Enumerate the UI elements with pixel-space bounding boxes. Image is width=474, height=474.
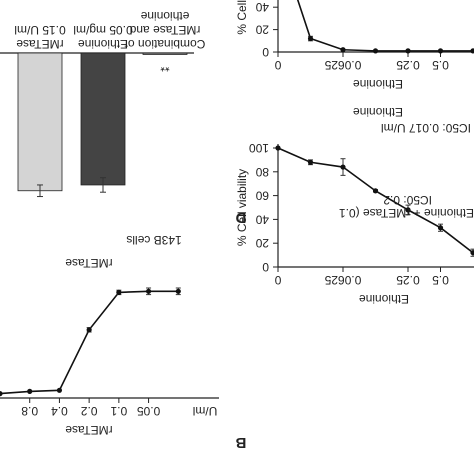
- bar-category-label-1-1: 0.05 mg/ml: [73, 23, 132, 37]
- panel-b-y-tick-label-4: 80: [255, 165, 269, 179]
- panel-a-cell-line: 143B cells: [126, 233, 181, 247]
- bar-category-label-0-1: 0.15 U/ml: [14, 23, 65, 37]
- panel-a-point-0: [175, 288, 181, 294]
- panel-d-y-tick-label-2: 40: [255, 0, 269, 14]
- panel-d-point-2: [340, 47, 346, 53]
- panel-b-point-2: [340, 164, 346, 170]
- panel-a-series-line: [0, 290, 179, 395]
- panel-b-x-tick-label-3: 0.5: [432, 273, 449, 287]
- panel-b-x-tick-label-0: 0: [274, 273, 281, 287]
- panel-d-x-tick-label-2: 0.25: [396, 58, 420, 72]
- panel-d-x-tick-label-1: 0.0625: [324, 58, 361, 72]
- panel-b-bottom-label: Ethionine: [353, 105, 403, 119]
- panel-b-point-3: [372, 188, 379, 194]
- panel-d-bottom-label: Ethionine + rMETase (0.1: [339, 206, 474, 220]
- bar-category-label-1-0: Ethionine: [78, 37, 128, 51]
- bar-category-label-2-0: Combination of: [124, 37, 205, 51]
- panel-a-point-3: [86, 327, 92, 333]
- panel-a-x-tick-label-3: 0.4: [51, 404, 68, 418]
- panel-b-x-tick-label-2: 0.25: [396, 273, 420, 287]
- panel-d-point-5: [437, 48, 444, 54]
- panel-d-x-tick-label-0: 0: [274, 58, 281, 72]
- panel-a-x-tick-label-2: 0.2: [80, 404, 97, 418]
- panel-d-series-line: [277, 0, 473, 52]
- panel-a-x-tick-label-0: 0.05: [137, 404, 161, 418]
- panel-b-point-1: [307, 159, 314, 165]
- panel-a-x-label: rMETase: [65, 423, 113, 437]
- panel-a-bottom-label: rMETase: [65, 256, 113, 270]
- panel-d-point-4: [405, 48, 411, 54]
- panel-b-ic50: IC50: 0.2: [383, 193, 432, 207]
- panel-d-y-tick-label-1: 20: [255, 23, 269, 37]
- panel-b-y-tick-label-5: 100: [249, 141, 269, 155]
- panel-d-x-label: Ethionine: [353, 77, 403, 91]
- panel-b-point-4: [405, 207, 411, 213]
- panel-b-point-6: [470, 250, 474, 256]
- panel-d-x-tick-label-3: 0.5: [432, 58, 449, 72]
- panel-d-y-label: % Cell viability: [235, 0, 249, 35]
- panel-a-x-tick-label-1: 0.1: [110, 404, 127, 418]
- panel-a-point-4: [56, 387, 63, 393]
- panel-b-point-0: [275, 145, 281, 151]
- panel-a-point-5: [27, 388, 33, 394]
- bar-0: [17, 52, 63, 192]
- panel-b-panel-label: B: [235, 434, 246, 451]
- panel-d-point-1: [307, 35, 314, 42]
- panel-b-y-tick-label-0: 0: [262, 260, 269, 274]
- bar-significance-2: **: [160, 60, 170, 74]
- bar-category-label-2-2: ethionine: [140, 9, 189, 23]
- panel-d-panel-label: D: [235, 209, 246, 226]
- bar-1: [80, 52, 126, 186]
- panel-b-x-label: Ethionine: [359, 292, 409, 306]
- bar-category-label-0-0: rMETase: [16, 37, 64, 51]
- panel-d-ic50: IC50: 0.017 U/ml: [381, 121, 471, 135]
- panel-a-point-2: [116, 289, 122, 295]
- panel-a-point-6: [0, 390, 3, 397]
- panel-b-y-label: % Cell viability: [235, 169, 249, 246]
- bar-2: [142, 52, 188, 55]
- bar-category-label-2-1: rMETase and: [130, 23, 201, 37]
- panel-d-y-tick-label-0: 0: [262, 45, 269, 59]
- panel-a-point-1: [145, 288, 152, 294]
- panel-b-y-tick-label-2: 40: [255, 212, 269, 226]
- panel-d-point-3: [372, 48, 379, 54]
- panel-a-x-unit: U/ml: [193, 404, 218, 418]
- panel-b-series-line: [277, 147, 474, 254]
- panel-b-y-tick-label-1: 20: [255, 236, 269, 250]
- panel-b-x-tick-label-1: 0.0625: [324, 273, 361, 287]
- panel-d-point-6: [470, 48, 474, 54]
- panel-b-y-tick-label-3: 60: [255, 189, 269, 203]
- panel-a-x-tick-label-4: 0.8: [21, 404, 38, 418]
- panel-b-point-5: [437, 225, 444, 231]
